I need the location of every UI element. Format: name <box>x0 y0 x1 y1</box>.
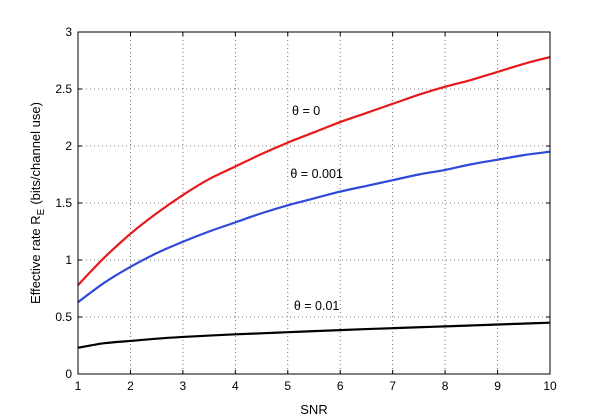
series-annotation-1: θ = 0 <box>292 104 320 118</box>
y-axis-label-units: (bits/channel use) <box>28 102 43 205</box>
y-axis-label-subscript: E <box>36 208 47 215</box>
y-tick-label: 2.5 <box>55 82 72 96</box>
x-tick-label: 8 <box>442 379 449 393</box>
x-tick-label: 6 <box>337 379 344 393</box>
x-tick-label: 10 <box>543 379 557 393</box>
x-tick-label: 5 <box>284 379 291 393</box>
y-axis-label: Effective rate RE (bits/channel use) <box>28 102 47 304</box>
annotations: θ = 0 θ = 0.001 θ = 0.01 <box>290 104 343 313</box>
axis-ticks: 1 2 3 4 5 6 7 8 9 10 0 0.5 1 1.5 2 2.5 3 <box>55 25 557 393</box>
series-line-3 <box>77 321 551 349</box>
y-axis-label-main: Effective rate R <box>28 215 43 304</box>
y-tick-label: 0.5 <box>55 310 72 324</box>
x-tick-label: 3 <box>180 379 187 393</box>
y-tick-label: 1 <box>65 253 72 267</box>
series-layer <box>77 56 551 349</box>
series-annotation-2: θ = 0.001 <box>290 167 343 181</box>
series-line-2 <box>77 150 551 304</box>
x-tick-label: 4 <box>232 379 239 393</box>
y-tick-label: 3 <box>65 25 72 39</box>
x-tick-label: 2 <box>127 379 134 393</box>
x-tick-label: 7 <box>389 379 396 393</box>
y-tick-label: 2 <box>65 139 72 153</box>
x-tick-label: 9 <box>494 379 501 393</box>
y-tick-label: 1.5 <box>55 196 72 210</box>
x-axis-label: SNR <box>300 402 327 417</box>
series-annotation-3: θ = 0.01 <box>294 299 340 313</box>
y-tick-label: 0 <box>65 367 72 381</box>
series-line-1 <box>77 56 551 286</box>
grid-lines <box>78 32 550 374</box>
x-tick-label: 1 <box>75 379 82 393</box>
